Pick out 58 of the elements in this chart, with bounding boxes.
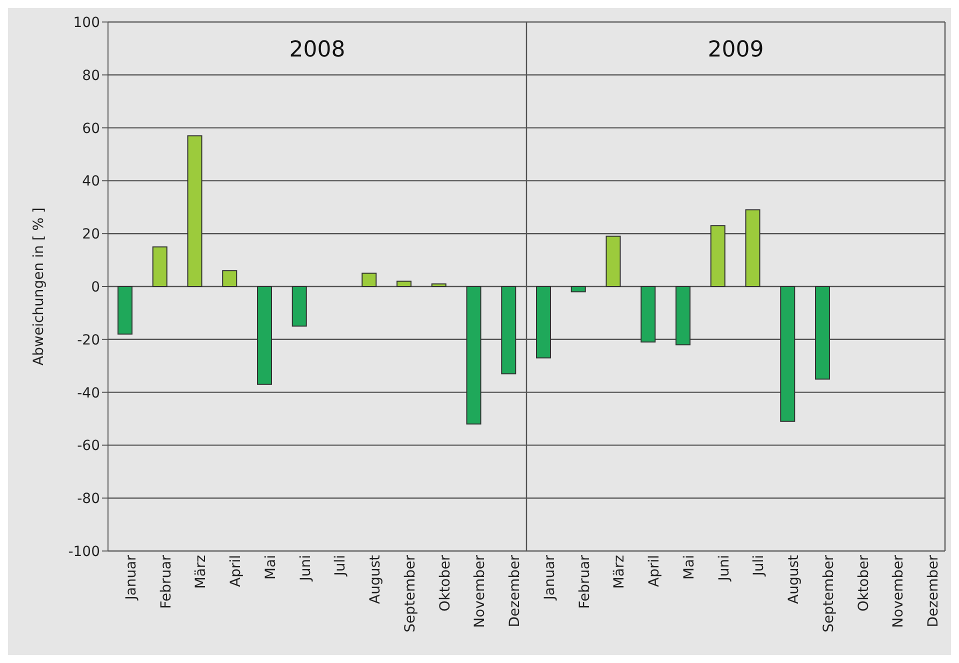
x-tick-label: August [368, 554, 384, 604]
x-tick-label: Oktober [437, 554, 454, 612]
y-tick-label: -20 [77, 332, 100, 348]
bar [187, 135, 202, 287]
bar [570, 286, 586, 292]
bar [257, 286, 272, 385]
y-tick-label: 100 [73, 14, 100, 31]
annotation: 2008 [289, 37, 346, 62]
x-tick-label: Juni [716, 555, 732, 582]
y-tick-label: 80 [82, 68, 100, 84]
bar [710, 225, 726, 287]
x-tick-label: September [820, 554, 837, 632]
y-tick-label: -60 [77, 438, 100, 454]
x-tick-label: Januar [542, 554, 558, 601]
x-tick-label: April [228, 555, 244, 587]
bar [222, 270, 238, 287]
y-tick-label: 40 [82, 174, 100, 190]
x-tick-label: Juni [298, 555, 314, 582]
bar [745, 209, 760, 287]
bar [431, 283, 446, 287]
x-tick-label: August [786, 554, 802, 604]
bar [118, 286, 132, 335]
x-tick-label: September [402, 554, 418, 632]
x-tick-label: November [890, 554, 907, 628]
x-tick-label: März [612, 555, 628, 589]
x-tick-label: Dezember [507, 554, 524, 628]
bar [640, 286, 656, 343]
bar [780, 286, 796, 422]
x-tick-label: April [646, 555, 663, 587]
bar [606, 236, 621, 287]
bar [501, 286, 516, 374]
bar [362, 272, 377, 287]
bar [292, 286, 307, 327]
bar [815, 286, 830, 380]
bar [152, 246, 168, 287]
y-tick-label: 20 [82, 226, 100, 243]
x-tick-label: März [193, 555, 210, 589]
annotation: 2009 [708, 37, 764, 62]
x-tick-label: Dezember [926, 554, 942, 628]
y-tick-label: -100 [68, 544, 100, 560]
x-tick-label: Mai [262, 555, 279, 580]
x-tick-label: Oktober [856, 554, 872, 612]
x-tick-label: Februar [576, 554, 593, 609]
bar [536, 286, 551, 358]
x-tick-label: Juli [751, 555, 768, 577]
y-tick-label: 60 [82, 120, 100, 137]
bar [396, 280, 412, 287]
x-tick-label: Juli [332, 555, 349, 577]
y-axis-title: Abweichungen in [ % ] [30, 208, 47, 366]
x-tick-label: Februar [158, 554, 174, 609]
x-tick-label: Mai [681, 555, 698, 580]
x-tick-label: Januar [123, 554, 140, 601]
bar [466, 286, 482, 425]
bar [676, 286, 690, 346]
y-tick-label: -40 [77, 385, 100, 402]
x-tick-label: November [472, 554, 488, 628]
y-tick-label: 0 [91, 279, 100, 296]
y-tick-label: -80 [77, 491, 100, 508]
